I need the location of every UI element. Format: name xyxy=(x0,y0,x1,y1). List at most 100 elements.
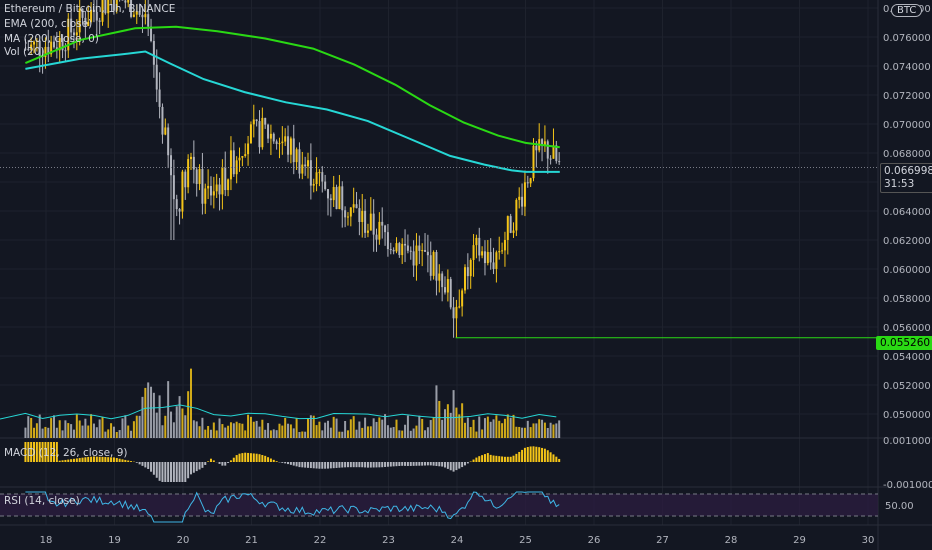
candle xyxy=(33,41,36,45)
volume-bar xyxy=(326,420,329,438)
macd-bar xyxy=(72,458,75,462)
volume-bar xyxy=(526,420,529,438)
candle xyxy=(61,38,64,51)
macd-bar xyxy=(244,452,247,462)
candle xyxy=(509,216,512,233)
volume-bar xyxy=(364,417,367,438)
candle xyxy=(503,239,506,251)
macd-bar xyxy=(552,454,555,462)
candle xyxy=(492,262,495,269)
ma-200-line xyxy=(25,25,560,149)
volume-bar xyxy=(384,414,387,438)
volume-bar xyxy=(509,417,512,438)
macd-bar xyxy=(452,462,455,472)
candle xyxy=(30,44,33,50)
volume-bar xyxy=(167,381,170,438)
macd-bar xyxy=(483,454,486,462)
candle xyxy=(549,158,552,160)
candle xyxy=(495,252,498,269)
macd-bar xyxy=(338,462,341,468)
macd-bar xyxy=(543,448,546,462)
macd-bar xyxy=(404,462,407,466)
volume-bar xyxy=(555,423,558,438)
volume-bar xyxy=(221,424,224,438)
candle xyxy=(483,251,486,264)
candle xyxy=(318,172,321,174)
macd-tick-label: 0.001000 xyxy=(883,436,931,447)
volume-bar xyxy=(121,418,124,438)
time-tick-label: 27 xyxy=(656,535,669,546)
volume-bar xyxy=(47,427,50,438)
volume-bar xyxy=(352,416,355,438)
time-tick-label: 22 xyxy=(314,535,327,546)
candle xyxy=(35,40,38,42)
volume-bar xyxy=(164,415,167,438)
macd-bar xyxy=(321,462,324,469)
volume-bar xyxy=(98,419,101,438)
macd-bar xyxy=(529,446,532,462)
volume-bar xyxy=(212,422,215,438)
time-tick-label: 23 xyxy=(382,535,395,546)
currency-badge[interactable]: BTC xyxy=(891,4,923,17)
macd-bar xyxy=(247,452,250,462)
macd-bar xyxy=(90,456,93,462)
volume-bar xyxy=(489,421,492,438)
volume-bar xyxy=(64,420,67,438)
volume-bar xyxy=(375,421,378,438)
volume-bar xyxy=(452,390,455,438)
macd-bar xyxy=(284,462,287,464)
volume-bar xyxy=(38,414,41,438)
macd-bar xyxy=(429,462,432,466)
time-tick-label: 30 xyxy=(862,535,875,546)
volume-bar xyxy=(195,421,198,438)
volume-bar xyxy=(361,427,364,438)
price-tick-label: 0.076000 xyxy=(883,33,931,44)
macd-bar xyxy=(272,459,275,462)
macd-bar xyxy=(44,442,47,462)
candle xyxy=(147,14,150,27)
macd-bar xyxy=(181,462,184,482)
macd-bar xyxy=(27,442,30,462)
macd-bar xyxy=(432,462,435,466)
candle xyxy=(150,26,153,41)
candle xyxy=(167,127,170,156)
symbol-title[interactable]: Ethereum / Bitcoin, 1h, BINANCE xyxy=(4,3,176,15)
volume-bar xyxy=(272,429,275,438)
candle xyxy=(238,157,241,161)
candle xyxy=(378,221,381,240)
ema-legend[interactable]: EMA (200, close) xyxy=(4,18,93,30)
candle xyxy=(498,251,501,253)
volume-bar xyxy=(432,417,435,438)
volume-bar xyxy=(512,414,515,438)
ma-legend[interactable]: MA (200, close, 0) xyxy=(4,33,99,45)
price-tick-label: 0.060000 xyxy=(883,265,931,276)
macd-bar xyxy=(355,462,358,468)
candle xyxy=(301,164,304,174)
candle xyxy=(155,64,158,90)
candle xyxy=(218,184,221,195)
volume-bar xyxy=(150,386,153,438)
volume-bar xyxy=(404,424,407,438)
candle xyxy=(452,307,455,319)
macd-legend[interactable]: MACD (12, 26, close, 9) xyxy=(4,447,128,459)
volume-bar xyxy=(170,411,173,438)
candle xyxy=(444,287,447,293)
candle xyxy=(543,141,546,146)
volume-legend[interactable]: Vol (20) xyxy=(4,46,45,58)
volume-bar xyxy=(204,429,207,438)
volume-bar xyxy=(392,427,395,438)
candle xyxy=(518,196,521,200)
candle xyxy=(335,186,338,210)
candle xyxy=(426,251,429,256)
candle xyxy=(364,210,367,233)
macd-bar xyxy=(87,456,90,462)
volume-bar xyxy=(301,431,304,438)
rsi-legend[interactable]: RSI (14, close) xyxy=(4,495,80,507)
macd-bar xyxy=(269,458,272,462)
time-tick-label: 28 xyxy=(725,535,738,546)
candle xyxy=(87,21,90,26)
macd-bar xyxy=(381,462,384,468)
macd-bar xyxy=(358,462,361,468)
candle xyxy=(535,145,538,151)
